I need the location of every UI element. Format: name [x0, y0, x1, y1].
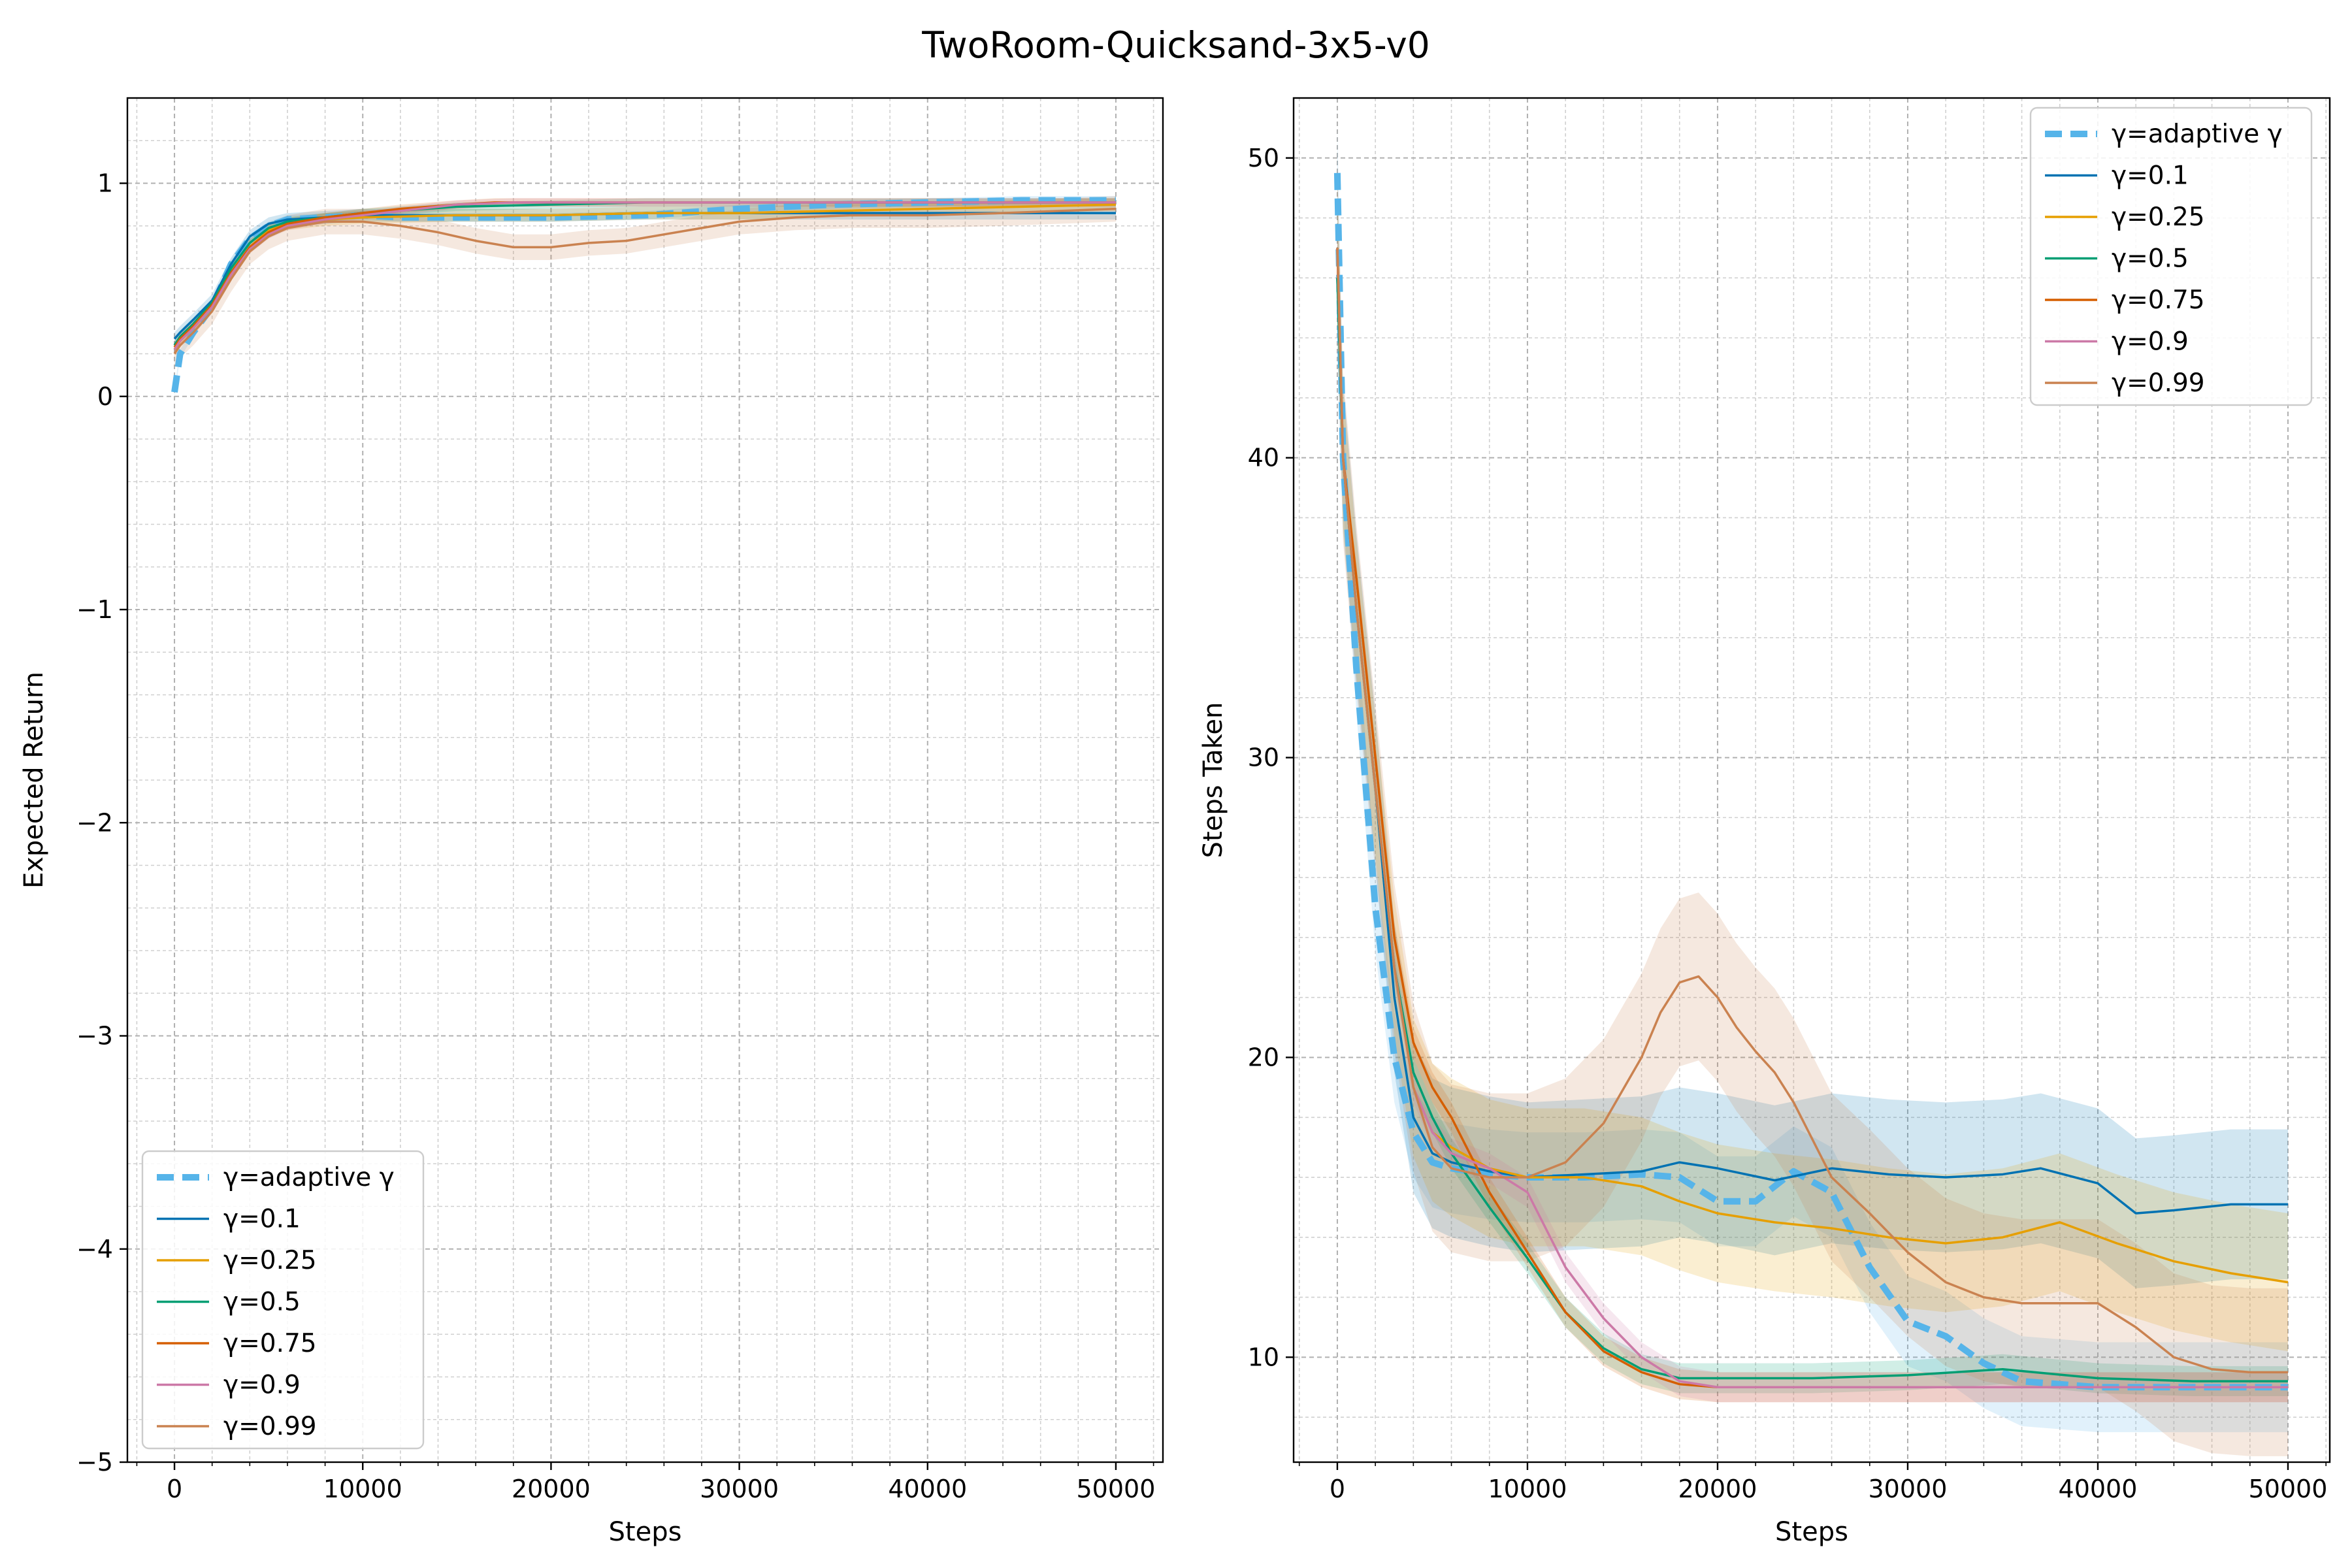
legend-label: γ=0.9 [2112, 327, 2189, 357]
left-chart-panel: 0 10000 20000 30000 40000 50000 −5 −4 −3 −2 −1 0 1 St… [19, 97, 1164, 1547]
series-line [173, 201, 1116, 350]
y-tick-label: 1 [97, 169, 113, 198]
x-tick-label: 10000 [1488, 1475, 1567, 1503]
y-tick-label: −3 [76, 1022, 113, 1051]
legend-label: γ=0.25 [223, 1246, 317, 1275]
x-tick-label: 10000 [323, 1475, 402, 1503]
legend: γ=adaptive γ γ=0.1 γ=0.25 γ=0.5 γ=0.75 γ=0.9 γ… [141, 1150, 425, 1450]
legend-label: γ=adaptive γ [2112, 120, 2283, 149]
legend-label: γ=0.1 [2112, 161, 2189, 191]
y-tick-label: 50 [1248, 144, 1279, 172]
axes-frame [126, 97, 1164, 1463]
y-tick-label: −2 [76, 808, 113, 837]
y-tick-label: 0 [97, 382, 113, 411]
x-tick-label: 0 [1330, 1475, 1345, 1503]
plot-area [171, 196, 1117, 397]
y-tick-label: 10 [1248, 1343, 1279, 1371]
series-band [1337, 203, 2288, 1288]
legend-box [2029, 106, 2313, 406]
figure-title: TwoRoom-Quicksand-3x5-v0 [921, 24, 1430, 66]
series-band [174, 206, 1116, 346]
right-chart-panel: 0 10000 20000 30000 40000 50000 10 20 30 40 50 Step… [1198, 97, 2331, 1547]
x-tick-label: 20000 [1678, 1475, 1757, 1503]
x-tick-label: 0 [167, 1475, 182, 1503]
legend-box [141, 1150, 425, 1450]
legend-label: γ=0.75 [2112, 286, 2205, 315]
x-axis-label: Steps [1775, 1517, 1848, 1547]
series-band [1337, 178, 2288, 1352]
y-tick-label: 20 [1248, 1043, 1279, 1071]
x-tick-label: 30000 [700, 1475, 779, 1503]
legend-label: γ=0.99 [2112, 368, 2205, 398]
y-tick-label: 30 [1248, 743, 1279, 772]
y-tick-label: 40 [1248, 444, 1279, 472]
x-tick-label: 40000 [2059, 1475, 2138, 1503]
x-tick-label: 20000 [512, 1475, 591, 1503]
series-line [1333, 172, 2288, 1391]
series-line [1336, 278, 2288, 1215]
series-band [174, 196, 1116, 367]
series-band [1337, 163, 2288, 1456]
x-tick-label: 50000 [2249, 1475, 2328, 1503]
legend-label: γ=0.5 [2112, 244, 2189, 274]
x-tick-label: 40000 [888, 1475, 967, 1503]
axes-frame [1292, 97, 2331, 1463]
legend-label: γ=0.75 [223, 1329, 317, 1358]
legend-label: γ=0.99 [223, 1412, 317, 1441]
y-tick-label: −4 [76, 1235, 113, 1264]
legend-label: γ=0.25 [2112, 203, 2205, 232]
y-tick-label: −5 [76, 1448, 113, 1477]
legend-label: γ=0.1 [223, 1205, 301, 1234]
y-axis-label: Expected Return [19, 672, 49, 889]
y-tick-label: −1 [76, 595, 113, 624]
legend: γ=adaptive γ γ=0.1 γ=0.25 γ=0.5 γ=0.75 γ=0.9 γ… [2029, 106, 2313, 406]
legend-label: γ=adaptive γ [223, 1163, 395, 1192]
legend-label: γ=0.5 [223, 1288, 301, 1317]
series-line [1336, 248, 2288, 1374]
legend-label: γ=0.9 [223, 1371, 301, 1400]
series-line [173, 207, 1117, 355]
x-tick-label: 50000 [1077, 1475, 1156, 1503]
x-axis-label: Steps [609, 1517, 682, 1547]
plot-area [1333, 127, 2289, 1456]
x-tick-label: 30000 [1869, 1475, 1948, 1503]
y-axis-label: Steps Taken [1198, 702, 1228, 858]
